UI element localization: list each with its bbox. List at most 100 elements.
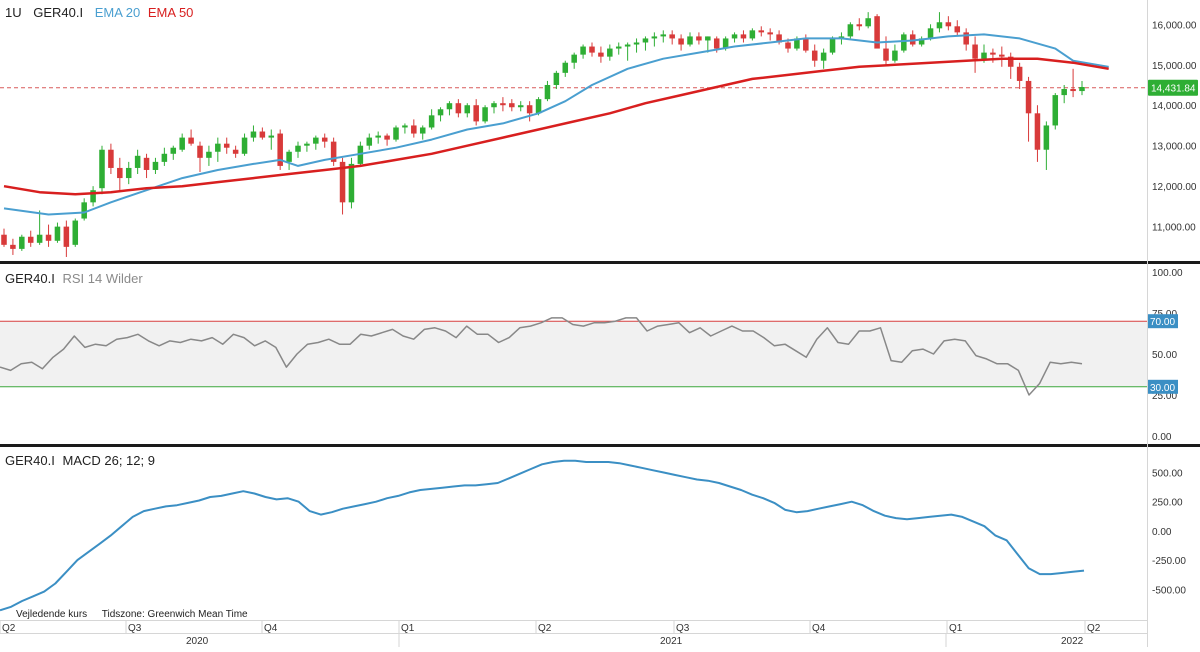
candle[interactable] [19,234,25,251]
candle[interactable] [1061,84,1067,104]
candle[interactable] [179,133,185,152]
candle[interactable] [669,30,675,45]
ema20-line[interactable] [3,33,1109,216]
candle[interactable] [108,143,114,175]
candle[interactable] [972,36,978,73]
candle[interactable] [553,70,560,90]
candle[interactable] [954,20,961,37]
candle[interactable] [749,28,756,41]
candle[interactable] [589,42,595,57]
candle[interactable] [375,131,381,144]
candle[interactable] [624,42,631,61]
candle[interactable] [339,157,346,215]
candle[interactable] [348,157,355,209]
candle[interactable] [134,149,141,175]
candle[interactable] [856,18,863,31]
candle[interactable] [125,161,132,185]
candle[interactable] [500,97,506,112]
candle[interactable] [81,198,87,221]
candle[interactable] [1025,76,1032,142]
panel-divider-rsi-macd[interactable] [0,444,1200,447]
candle[interactable] [313,135,319,150]
candle[interactable] [437,107,444,122]
candle[interactable] [767,28,773,41]
time-axis[interactable]: Q2 Q3 Q4 Q1 Q2 Q3 Q4 Q1 Q2 2020 2021 2022 [0,621,1101,647]
candle[interactable] [687,32,693,47]
candle[interactable] [909,30,916,47]
candle[interactable] [607,44,613,61]
candle[interactable] [277,129,283,170]
candle[interactable] [731,32,738,43]
candle[interactable] [197,141,203,172]
candle[interactable] [803,34,809,53]
candle[interactable] [330,137,337,166]
rsi-indicator-label[interactable]: RSI 14 Wilder [62,271,143,286]
candle[interactable] [321,133,328,148]
macd-panel[interactable]: -500.00 -250.00 0.00 250.00 500.00 [0,459,1186,612]
candle[interactable] [633,38,640,53]
candle[interactable] [544,80,551,102]
ema20-legend[interactable]: EMA 20 [94,5,141,20]
candle[interactable] [1,228,7,247]
candle[interactable] [90,186,96,207]
candle[interactable] [241,133,248,156]
candle[interactable] [865,12,871,29]
rsi-line[interactable] [0,317,1083,396]
candle[interactable] [829,36,836,55]
candle[interactable] [36,210,43,245]
candle[interactable] [696,32,702,45]
candle[interactable] [250,125,257,142]
candle[interactable] [366,133,373,150]
candle[interactable] [223,137,230,154]
candle[interactable] [758,26,765,37]
candle[interactable] [117,157,123,191]
candle[interactable] [402,123,408,134]
candle[interactable] [419,125,426,140]
candle[interactable] [571,52,577,69]
candle[interactable] [598,46,604,63]
candle[interactable] [27,230,34,247]
macd-indicator-label[interactable]: MACD 26; 12; 9 [62,453,155,468]
candle[interactable] [740,30,747,43]
candle[interactable] [10,238,16,255]
candle[interactable] [72,218,79,247]
candle[interactable] [295,141,301,158]
candle[interactable] [678,34,684,51]
candle[interactable] [847,22,854,39]
candle[interactable] [161,147,168,166]
candle[interactable] [232,145,239,158]
candle[interactable] [883,36,889,65]
candle[interactable] [517,101,524,112]
candle[interactable] [1007,52,1014,79]
candle[interactable] [63,220,70,257]
candle[interactable] [1016,62,1023,90]
candle[interactable] [892,44,898,63]
candle[interactable] [286,149,292,170]
candle[interactable] [446,101,453,116]
candle[interactable] [45,224,52,247]
candle[interactable] [660,30,667,43]
candle[interactable] [99,145,105,195]
candle[interactable] [215,137,221,162]
candle[interactable] [615,42,622,55]
macd-line[interactable] [0,459,1085,612]
candle[interactable] [188,129,194,146]
candle[interactable] [526,101,533,122]
candle[interactable] [705,36,711,53]
price-panel[interactable]: 11,000.00 12,000.00 13,000.00 14,000.00 15,0… [0,12,1198,257]
interval-label[interactable]: 1U [5,5,22,20]
candle[interactable] [509,99,515,112]
candle[interactable] [990,48,996,63]
candle[interactable] [1034,105,1041,162]
candle[interactable] [918,36,925,47]
candle[interactable] [304,141,310,152]
candle[interactable] [259,127,266,140]
candle[interactable] [651,32,658,47]
candle[interactable] [428,109,435,130]
candle[interactable] [642,36,649,51]
candle[interactable] [1070,68,1076,98]
candle[interactable] [206,145,212,166]
panel-divider-price-rsi[interactable] [0,261,1200,264]
